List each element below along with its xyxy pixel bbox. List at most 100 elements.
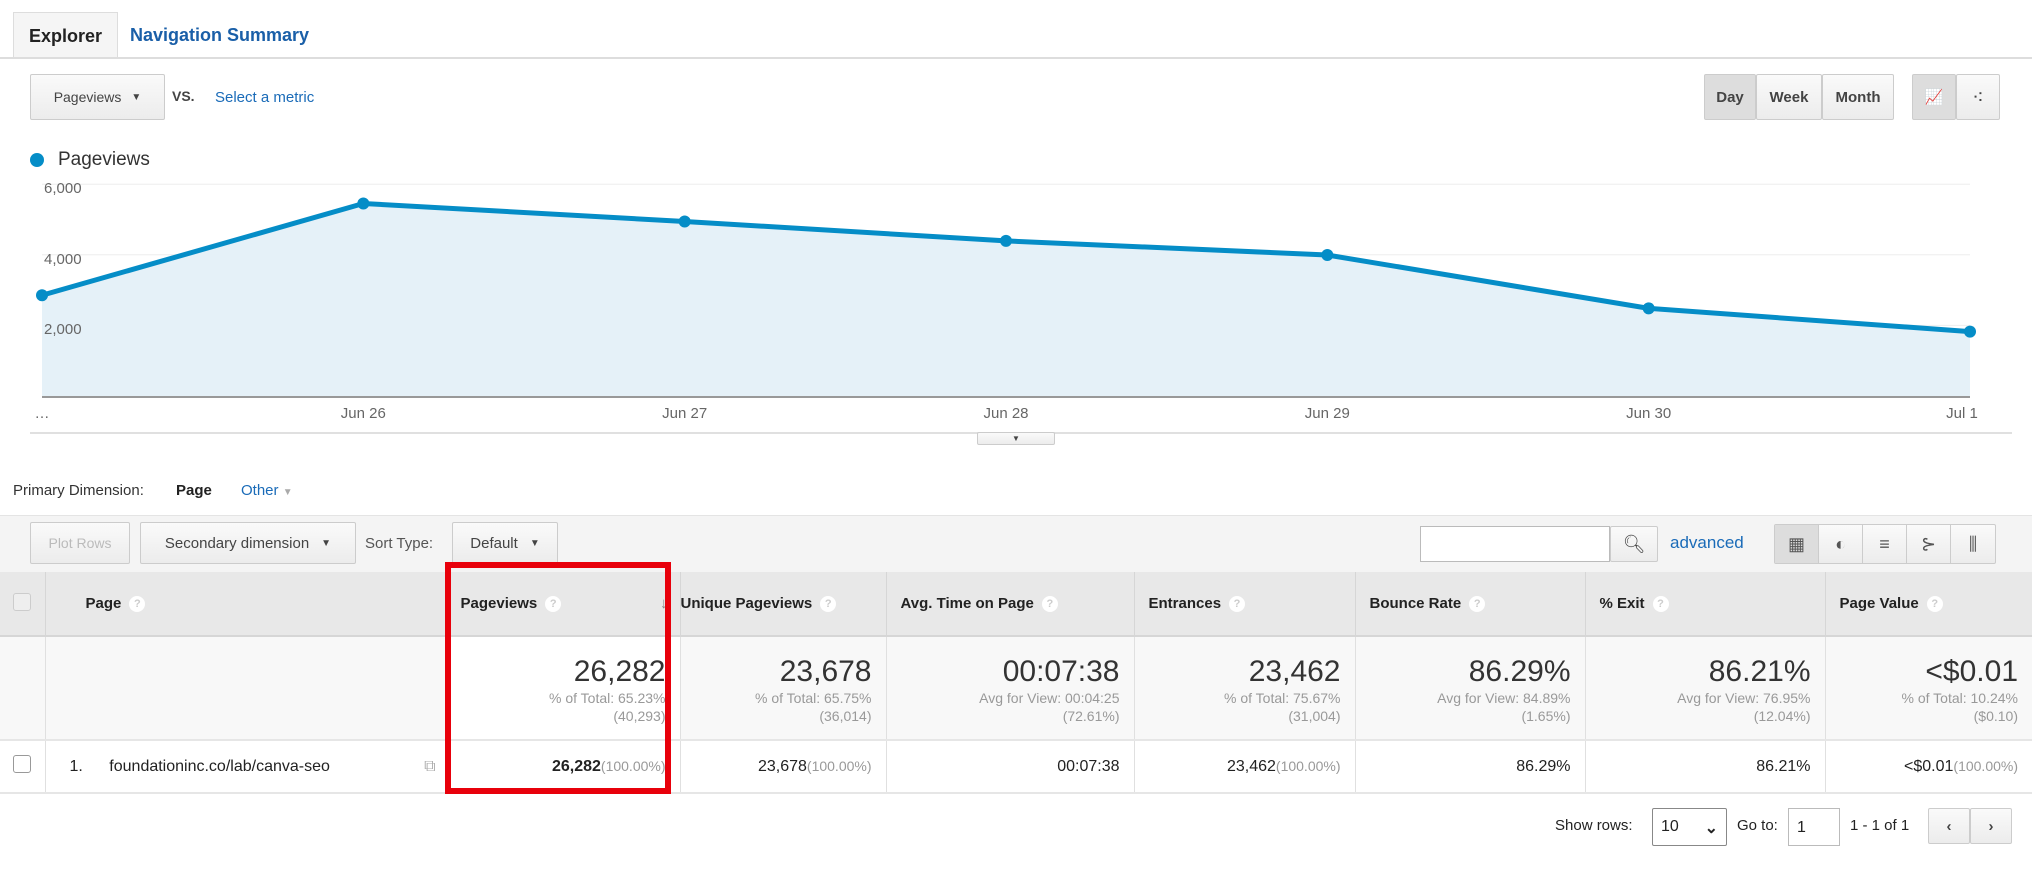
performance-view-icon[interactable]: ≡ (1863, 525, 1907, 563)
series-area (42, 203, 1970, 397)
summary-pageviews: 26,282% of Total: 65.23% (40,293) (446, 636, 681, 741)
x-tick-label: Jun 30 (1626, 405, 1672, 422)
comparison-view-icon[interactable]: ⊱ (1907, 525, 1951, 563)
secondary-dimension-dropdown[interactable]: Secondary dimension ▼ (140, 522, 356, 564)
view-switcher: ▦ ◐ ≡ ⊱ ⫼ (1774, 524, 1996, 564)
col-label: Page (85, 594, 122, 612)
legend-label: Pageviews (58, 149, 150, 170)
data-point (678, 215, 691, 228)
help-icon[interactable]: ? (1926, 596, 1943, 613)
chevron-down-icon: ▼ (282, 487, 293, 498)
show-rows-select[interactable]: 10 ⌄ (1652, 808, 1727, 846)
help-icon[interactable]: ? (1652, 596, 1669, 613)
help-icon[interactable]: ? (129, 596, 146, 613)
help-icon[interactable]: ? (820, 596, 837, 613)
next-page-button[interactable]: › (1970, 808, 2012, 844)
data-point (357, 197, 370, 210)
pie-view-icon[interactable]: ◐ (1819, 525, 1863, 563)
highlight-box (445, 562, 671, 794)
x-tick-label: Jun 28 (983, 405, 1029, 422)
x-tick-label: Jun 26 (340, 405, 386, 422)
table-view-icon[interactable]: ▦ (1775, 525, 1819, 563)
row-page-link[interactable]: foundationinc.co/lab/canva-seo (109, 757, 330, 775)
col-label: Page Value (1839, 594, 1919, 612)
select-all-checkbox[interactable] (13, 592, 32, 611)
chevron-down-icon: ▼ (131, 91, 142, 103)
y-tick-label: 2,000 (44, 321, 82, 339)
pivot-view-icon[interactable]: ⫼ (1968, 533, 1978, 554)
period-week-button[interactable]: Week (1756, 74, 1822, 120)
primary-dimension-page[interactable]: Page (176, 482, 212, 499)
prev-page-button[interactable]: ‹ (1928, 808, 1970, 844)
col-label: Pageviews (460, 594, 538, 612)
table-row: 1. foundationinc.co/lab/canva-seo ⧉ 26,2… (0, 740, 2032, 794)
sort-type-dropdown[interactable]: Default ▼ (452, 522, 558, 564)
motion-chart-icon[interactable]: ⁖ (1956, 74, 2000, 120)
metric-selected: Pageviews (53, 89, 122, 105)
data-point (1964, 325, 1976, 338)
col-entrances[interactable]: Entrances? (1134, 572, 1356, 637)
row-avg-time: 00:07:38 (886, 740, 1135, 794)
pageviews-chart[interactable] (0, 0, 2032, 440)
chevron-down-icon: ⌄ (1704, 820, 1718, 837)
help-icon[interactable]: ? (545, 596, 562, 613)
table-header-row: Page? Pageviews? ↓ Unique Pageviews? Avg.… (0, 572, 2032, 637)
x-tick-label: … (34, 405, 50, 422)
col-label: Avg. Time on Page (900, 594, 1034, 612)
tab-navigation-summary[interactable]: Navigation Summary (130, 25, 310, 45)
chevron-down-icon: ▼ (321, 537, 332, 549)
sort-type-value: Default (470, 534, 518, 552)
legend-dot-icon (30, 153, 44, 167)
metric-dropdown[interactable]: Pageviews ▼ (30, 74, 165, 120)
sort-desc-icon: ↓ (660, 594, 668, 612)
search-icon[interactable]: 🔍︎ (1610, 526, 1658, 562)
col-label: Entrances (1148, 594, 1222, 612)
col-page[interactable]: Page? (45, 572, 447, 637)
summary-row: 26,282% of Total: 65.23% (40,293) 23,678%… (0, 636, 2032, 741)
help-icon[interactable]: ? (1229, 596, 1246, 613)
advanced-link[interactable]: advanced (1670, 533, 1744, 552)
col-bounce-rate[interactable]: Bounce Rate? (1355, 572, 1586, 637)
help-icon[interactable]: ? (1041, 596, 1058, 613)
primary-dimension-label: Primary Dimension: (13, 482, 144, 499)
primary-dimension-other[interactable]: Other ▼ (241, 482, 293, 499)
col-page-value[interactable]: Page Value? (1825, 572, 2032, 637)
tab-explorer[interactable]: Explorer (13, 12, 118, 59)
x-tick-label: Jul 1 (1946, 405, 1978, 422)
x-tick-label: Jun 29 (1304, 405, 1350, 422)
line-chart-icon[interactable]: 📈 (1912, 74, 1956, 120)
row-exit: 86.21% (1585, 740, 1826, 794)
chevron-down-icon: ▼ (529, 537, 540, 549)
y-tick-label: 6,000 (44, 180, 82, 198)
summary-entrances: 23,462% of Total: 75.67% (31,004) (1134, 636, 1356, 741)
help-icon[interactable]: ? (1469, 596, 1486, 613)
row-value: <$0.01(100.00%) (1825, 740, 2032, 794)
show-rows-label: Show rows: (1555, 817, 1633, 834)
data-table: Page? Pageviews? ↓ Unique Pageviews? Avg.… (0, 572, 2032, 794)
row-entrances: 23,462(100.00%) (1134, 740, 1356, 794)
col-exit[interactable]: % Exit? (1585, 572, 1826, 637)
col-label: Unique Pageviews (680, 594, 813, 612)
summary-value: <$0.01% of Total: 10.24% ($0.10) (1825, 636, 2032, 741)
x-tick-label: Jun 27 (662, 405, 708, 422)
tab-divider (0, 57, 2032, 59)
col-label: % Exit (1599, 594, 1645, 612)
plot-rows-button[interactable]: Plot Rows (30, 522, 130, 564)
period-month-button[interactable]: Month (1822, 74, 1894, 120)
data-point (1642, 302, 1655, 315)
rows-value: 10 (1661, 818, 1679, 835)
col-avg-time[interactable]: Avg. Time on Page? (886, 572, 1135, 637)
goto-input[interactable]: 1 (1788, 808, 1840, 846)
col-pageviews[interactable]: Pageviews? ↓ (446, 572, 681, 637)
row-bounce: 86.29% (1355, 740, 1586, 794)
summary-unique: 23,678% of Total: 65.75% (36,014) (680, 636, 887, 741)
copy-icon[interactable]: ⧉ (424, 757, 436, 775)
row-checkbox[interactable] (13, 755, 32, 773)
vs-label: VS. (172, 88, 195, 104)
chart-resize-handle[interactable]: ▼ (977, 432, 1055, 445)
summary-exit: 86.21% Avg for View: 76.95% (12.04%) (1585, 636, 1826, 741)
select-metric-link[interactable]: Select a metric (215, 89, 315, 106)
table-search-input[interactable] (1420, 526, 1610, 562)
period-day-button[interactable]: Day (1704, 74, 1756, 120)
col-unique-pageviews[interactable]: Unique Pageviews? (680, 572, 887, 637)
